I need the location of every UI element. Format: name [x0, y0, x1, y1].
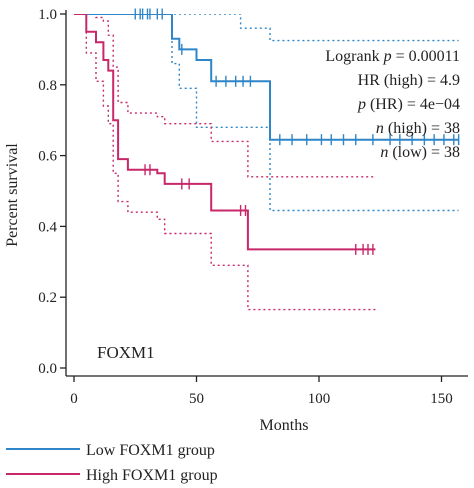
x-axis-title: Months	[260, 417, 309, 434]
stat-line: n (high) = 38	[376, 120, 460, 137]
axes	[65, 10, 468, 377]
y-tick-label: 0.8	[38, 78, 57, 94]
ci-upper-high	[74, 14, 376, 178]
stat-line: n (low) = 38	[380, 144, 460, 161]
y-ticks: 0.0 0.2 0.4 0.6 0.8 1.0	[38, 7, 66, 377]
y-tick-label: 1.0	[38, 7, 57, 23]
y-tick-label: 0.2	[38, 290, 57, 306]
y-tick-label: 0.6	[38, 149, 57, 165]
survival-curve-layer	[74, 14, 459, 251]
stat-line: p (HR) = 4e−04	[357, 96, 460, 113]
y-axis-title: Percent survival	[4, 143, 21, 247]
x-tick-label: 50	[189, 391, 204, 407]
y-tick-label: 0.0	[38, 361, 57, 377]
statistics-annotation: Logrank p = 0.00011 HR (high) = 4.9 p (HR)…	[325, 48, 460, 161]
stat-line: HR (high) = 4.9	[358, 72, 460, 89]
legend-label-high: High FOXM1 group	[86, 467, 218, 484]
x-tick-label: 150	[430, 391, 453, 407]
censor-mark-layer	[134, 8, 460, 255]
legend-label-low: Low FOXM1 group	[86, 442, 215, 459]
x-tick-label: 0	[70, 391, 78, 407]
legend: Low FOXM1 group High FOXM1 group	[6, 442, 218, 484]
confidence-interval-layer	[74, 14, 459, 311]
x-ticks: 0 50 100 150	[70, 376, 453, 407]
survival-curve-low	[74, 14, 459, 141]
y-tick-label: 0.4	[38, 219, 57, 235]
ci-upper-low	[74, 14, 459, 42]
gene-label: FOXM1	[97, 343, 155, 362]
x-tick-label: 100	[308, 391, 331, 407]
survival-curve-high	[74, 14, 376, 251]
stat-line: Logrank p = 0.00011	[325, 48, 460, 65]
